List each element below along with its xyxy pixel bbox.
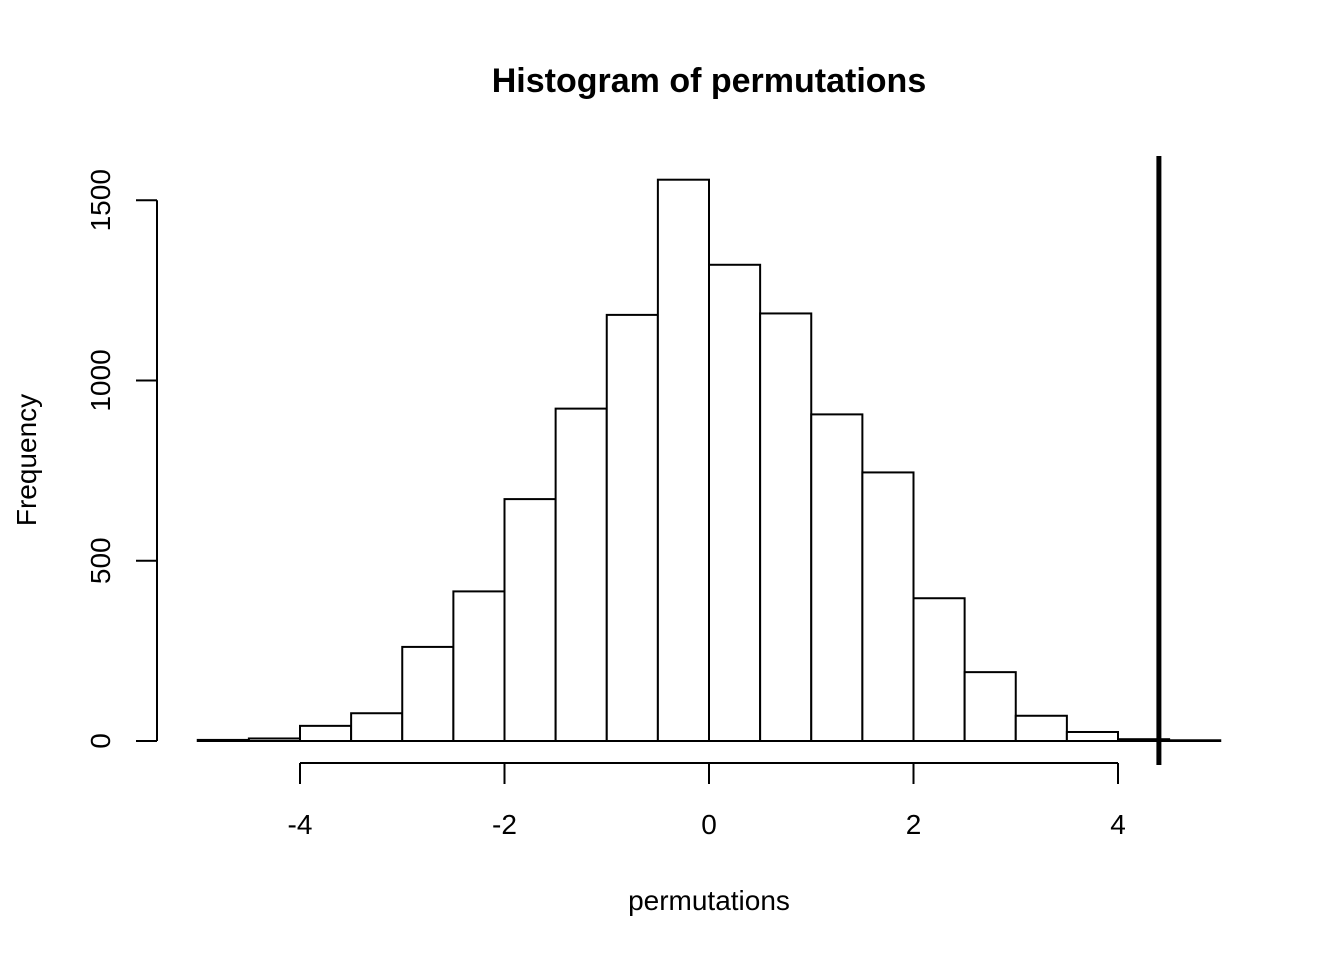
x-tick-label: 2 (906, 809, 922, 840)
histogram-bar (759, 312, 813, 742)
histogram-bar (401, 645, 455, 742)
histogram-bar (196, 738, 250, 743)
x-axis-label: permutations (628, 885, 790, 916)
histogram-bar (1168, 739, 1222, 742)
y-tick-label: 1500 (85, 169, 116, 231)
histogram-bar (554, 407, 608, 742)
y-tick-label: 0 (85, 733, 116, 749)
histogram-bar (861, 471, 915, 742)
x-tick-label: 4 (1110, 809, 1126, 840)
y-axis-label: Frequency (11, 394, 42, 526)
histogram-bar (708, 263, 762, 742)
y-tick-label: 500 (85, 537, 116, 584)
histogram-bar (452, 590, 506, 743)
x-tick-label: -2 (492, 809, 517, 840)
x-tick-label: -4 (288, 809, 313, 840)
histogram-bars (196, 178, 1222, 743)
histogram-bar (350, 712, 404, 743)
y-axis: 0 500 1000 1500 (85, 169, 158, 749)
y-tick-label: 1000 (85, 349, 116, 411)
histogram-bar (1014, 714, 1068, 743)
histogram-bar (605, 313, 659, 742)
histogram-bar (503, 498, 557, 742)
histogram-bar (810, 413, 864, 742)
histogram-bar (656, 178, 710, 743)
histogram-bar (963, 671, 1017, 742)
histogram-bar (299, 724, 353, 743)
chart-title: Histogram of permutations (492, 62, 926, 100)
histogram-bar (247, 737, 301, 743)
histogram-bar (912, 597, 966, 742)
x-axis: -4 -2 0 2 4 (288, 762, 1126, 840)
histogram-bar (1117, 738, 1171, 743)
histogram-bar (1065, 730, 1119, 742)
x-tick-label: 0 (701, 809, 717, 840)
